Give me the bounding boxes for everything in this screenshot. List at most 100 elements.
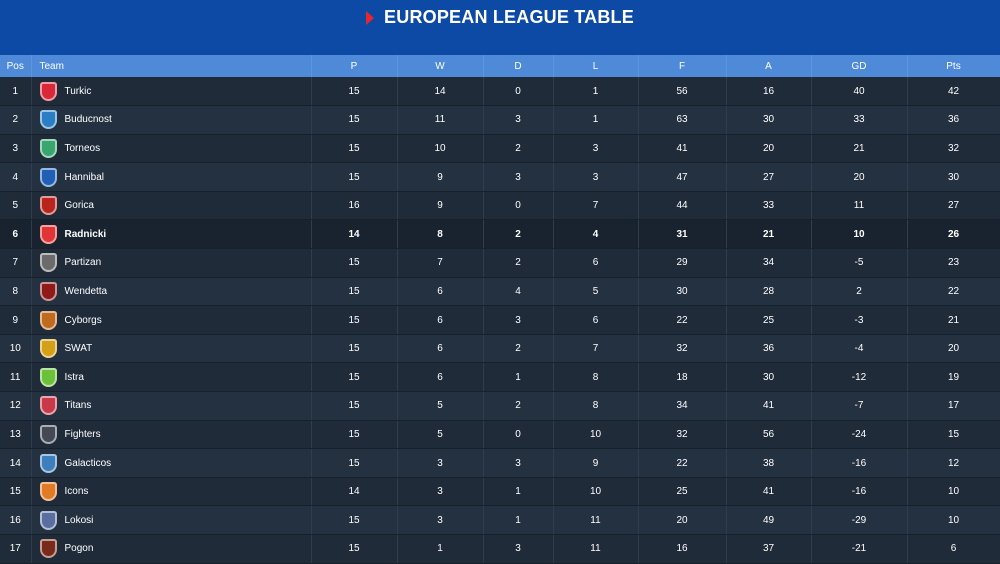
cell-a: 38 [726,448,812,478]
cell-p: 15 [311,334,398,364]
team-name[interactable]: Titans [64,400,92,412]
cell-gd: -21 [811,534,908,564]
col-a[interactable]: A [726,55,812,77]
table-row[interactable]: 15 Icons 14 3 1 10 25 41 -16 10 [0,477,1000,507]
team-name[interactable]: Wendetta [64,285,108,297]
cell-a: 20 [726,134,812,164]
team-crest-icon [39,339,57,359]
team-cell: Icons [31,477,312,507]
team-name[interactable]: Cyborgs [64,314,102,326]
cell-pos: 8 [0,277,32,307]
cell-l: 9 [553,448,639,478]
cell-pts: 15 [907,420,1000,450]
col-w[interactable]: W [397,55,484,77]
table-row[interactable]: 7 Partizan 15 7 2 6 29 34 -5 23 [0,248,1000,278]
table-row[interactable]: 11 Istra 15 6 1 8 18 30 -12 19 [0,362,1000,393]
team-name[interactable]: SWAT [64,343,93,355]
col-d[interactable]: D [483,55,554,77]
cell-d: 2 [483,134,554,164]
cell-a: 37 [726,534,812,564]
cell-p: 15 [311,162,398,192]
table-row[interactable]: 10 SWAT 15 6 2 7 32 36 -4 20 [0,334,1000,364]
table-row[interactable]: 9 Cyborgs 15 6 3 6 22 25 -3 21 [0,305,1000,335]
team-name[interactable]: Torneos [64,142,101,154]
team-crest-icon [39,396,57,416]
table-body: 1 Turkic 15 14 0 1 56 16 40 42 2 Buducnost 15 11 3 1 63 3… [0,77,1000,564]
team-crest-icon [39,81,57,101]
team-cell-inner: Buducnost [39,110,310,130]
team-name[interactable]: Pogon [64,543,94,555]
cell-p: 15 [311,505,398,535]
cell-p: 15 [311,134,398,164]
team-name[interactable]: Istra [64,371,84,383]
team-name[interactable]: Icons [64,486,89,498]
team-name[interactable]: Fighters [64,428,101,440]
col-f[interactable]: F [638,55,727,77]
table-row[interactable]: 6 Radnicki 14 8 2 4 31 21 10 26 [0,219,1000,250]
cell-d: 0 [483,420,554,450]
team-name[interactable]: Partizan [64,257,102,269]
table-row[interactable]: 16 Lokosi 15 3 1 11 20 49 -29 10 [0,505,1000,535]
cell-p: 15 [311,362,398,393]
cell-w: 11 [397,105,484,135]
table-row[interactable]: 12 Titans 15 5 2 8 34 41 -7 17 [0,391,1000,421]
team-name[interactable]: Buducnost [64,114,112,126]
cell-pts: 26 [907,219,1000,250]
cell-pos: 14 [0,448,32,478]
table-row[interactable]: 4 Hannibal 15 9 3 3 47 27 20 30 [0,162,1000,192]
cell-p: 15 [311,420,398,450]
team-cell-inner: Icons [39,482,310,502]
cell-f: 29 [638,248,727,278]
team-name[interactable]: Lokosi [64,514,94,526]
cell-pts: 19 [907,362,1000,393]
cell-gd: 33 [811,105,908,135]
cell-gd: -24 [811,420,908,450]
cell-l: 6 [553,248,639,278]
cell-w: 3 [397,505,484,535]
cell-a: 28 [726,277,812,307]
col-team[interactable]: Team [31,55,312,77]
team-name[interactable]: Galacticos [64,457,112,469]
cell-pts: 17 [907,391,1000,421]
table-row[interactable]: 1 Turkic 15 14 0 1 56 16 40 42 [0,77,1000,107]
cell-w: 6 [397,305,484,335]
table-row[interactable]: 17 Pogon 15 1 3 11 16 37 -21 6 [0,534,1000,564]
team-cell-inner: Titans [39,396,310,416]
cell-pts: 12 [907,448,1000,478]
page-header: EUROPEAN LEAGUE TABLE [0,0,1000,55]
cell-w: 5 [397,391,484,421]
team-name[interactable]: Turkic [64,85,92,97]
table-row[interactable]: 2 Buducnost 15 11 3 1 63 30 33 36 [0,105,1000,135]
table-row[interactable]: 5 Gorica 16 9 0 7 44 33 11 27 [0,191,1000,221]
cell-pos: 17 [0,534,32,564]
team-cell-inner: Torneos [39,138,310,158]
team-crest-icon [39,196,57,216]
team-name[interactable]: Gorica [64,200,94,212]
team-cell: Pogon [31,534,312,564]
col-gd[interactable]: GD [811,55,908,77]
table-row[interactable]: 14 Galacticos 15 3 3 9 22 38 -16 12 [0,448,1000,478]
cell-a: 27 [726,162,812,192]
cell-d: 0 [483,77,554,107]
table-row[interactable]: 3 Torneos 15 10 2 3 41 20 21 32 [0,134,1000,164]
team-name[interactable]: Hannibal [64,171,104,183]
table-row[interactable]: 8 Wendetta 15 6 4 5 30 28 2 22 [0,277,1000,307]
cell-d: 3 [483,105,554,135]
table-row[interactable]: 13 Fighters 15 5 0 10 32 56 -24 15 [0,420,1000,450]
cell-l: 5 [553,277,639,307]
cell-a: 56 [726,420,812,450]
cell-l: 1 [553,105,639,135]
col-pos[interactable]: Pos [0,55,32,77]
col-pts[interactable]: Pts [907,55,1000,77]
col-l[interactable]: L [553,55,639,77]
team-name[interactable]: Radnicki [64,228,107,240]
cell-l: 7 [553,334,639,364]
cell-gd: -3 [811,305,908,335]
page-title: EUROPEAN LEAGUE TABLE [384,7,634,27]
cell-p: 15 [311,391,398,421]
caret-right-icon [366,10,375,25]
cell-l: 10 [553,477,639,507]
col-p[interactable]: P [311,55,398,77]
cell-gd: -7 [811,391,908,421]
cell-l: 11 [553,505,639,535]
